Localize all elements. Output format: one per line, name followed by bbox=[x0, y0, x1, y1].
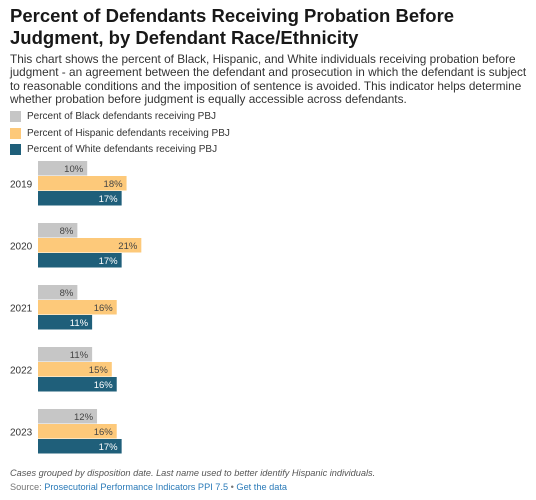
year-label-2019: 2019 bbox=[10, 179, 33, 190]
source-link[interactable]: Prosecutorial Performance Indicators PPI… bbox=[44, 482, 229, 492]
legend-swatch-black bbox=[10, 111, 21, 122]
year-label-2021: 2021 bbox=[10, 303, 33, 314]
chart-description: This chart shows the percent of Black, H… bbox=[10, 52, 527, 107]
bar-label-2021-series-0: 8% bbox=[60, 288, 74, 299]
bar-2023-series-1[interactable] bbox=[38, 424, 117, 439]
bar-2022-series-0[interactable] bbox=[38, 347, 93, 362]
bar-2021-series-1[interactable] bbox=[38, 300, 117, 315]
bar-label-2019-series-2: 17% bbox=[99, 194, 119, 205]
bar-label-2019-series-0: 10% bbox=[64, 164, 84, 175]
legend-label-black: Percent of Black defendants receiving PB… bbox=[27, 111, 216, 122]
get-the-data-link[interactable]: Get the data bbox=[236, 482, 287, 492]
legend-label-hispanic: Percent of Hispanic defendants receiving… bbox=[27, 127, 230, 139]
legend: Percent of Black defendants receiving PB… bbox=[10, 109, 230, 159]
source-line: Source: Prosecutorial Performance Indica… bbox=[10, 482, 287, 492]
year-label-2023: 2023 bbox=[10, 427, 33, 438]
bar-2023-series-0[interactable] bbox=[38, 409, 98, 424]
bar-2019-series-2[interactable] bbox=[38, 191, 122, 206]
bar-label-2022-series-1: 15% bbox=[89, 365, 109, 376]
bar-2020-series-1[interactable] bbox=[38, 238, 142, 253]
source-separator: • bbox=[230, 482, 234, 492]
bar-2022-series-2[interactable] bbox=[38, 377, 117, 392]
bar-label-2020-series-2: 17% bbox=[99, 256, 119, 267]
bar-2023-series-2[interactable] bbox=[38, 439, 122, 454]
legend-item-black: Percent of Black defendants receiving PB… bbox=[10, 109, 230, 124]
year-label-2022: 2022 bbox=[10, 365, 33, 376]
bar-label-2023-series-1: 16% bbox=[94, 427, 114, 438]
bar-2019-series-0[interactable] bbox=[38, 161, 88, 176]
bar-label-2023-series-2: 17% bbox=[99, 442, 119, 453]
bar-2022-series-1[interactable] bbox=[38, 362, 112, 377]
bar-2021-series-0[interactable] bbox=[38, 285, 78, 300]
legend-swatch-white bbox=[10, 144, 21, 155]
legend-swatch-hispanic bbox=[10, 127, 21, 139]
bar-label-2020-series-0: 8% bbox=[60, 226, 74, 237]
legend-item-white: Percent of White defendants receiving PB… bbox=[10, 142, 230, 157]
year-label-2020: 2020 bbox=[10, 241, 33, 252]
bar-label-2023-series-0: 12% bbox=[74, 412, 94, 423]
bar-2020-series-0[interactable] bbox=[38, 223, 78, 238]
footnote: Cases grouped by disposition date. Last … bbox=[10, 468, 376, 478]
legend-label-white: Percent of White defendants receiving PB… bbox=[27, 144, 218, 155]
bar-chart: 2019 10% 18% 17% 2020 8% 21% 17% 2021 8% 16% 11% 202… bbox=[10, 161, 142, 454]
bar-label-2021-series-1: 16% bbox=[94, 303, 114, 314]
legend-item-hispanic: Percent of Hispanic defendants receiving… bbox=[10, 126, 230, 141]
bar-label-2020-series-1: 21% bbox=[118, 241, 138, 252]
bar-label-2022-series-0: 11% bbox=[70, 350, 89, 361]
bar-label-2022-series-2: 16% bbox=[94, 380, 114, 391]
bar-2021-series-2[interactable] bbox=[38, 315, 93, 330]
bar-label-2021-series-2: 11% bbox=[70, 318, 89, 329]
bar-label-2019-series-1: 18% bbox=[104, 179, 124, 190]
chart-title: Percent of Defendants Receiving Probatio… bbox=[10, 5, 455, 48]
bar-2019-series-1[interactable] bbox=[38, 176, 127, 191]
source-label: Source: bbox=[10, 482, 42, 492]
bar-2020-series-2[interactable] bbox=[38, 253, 122, 268]
